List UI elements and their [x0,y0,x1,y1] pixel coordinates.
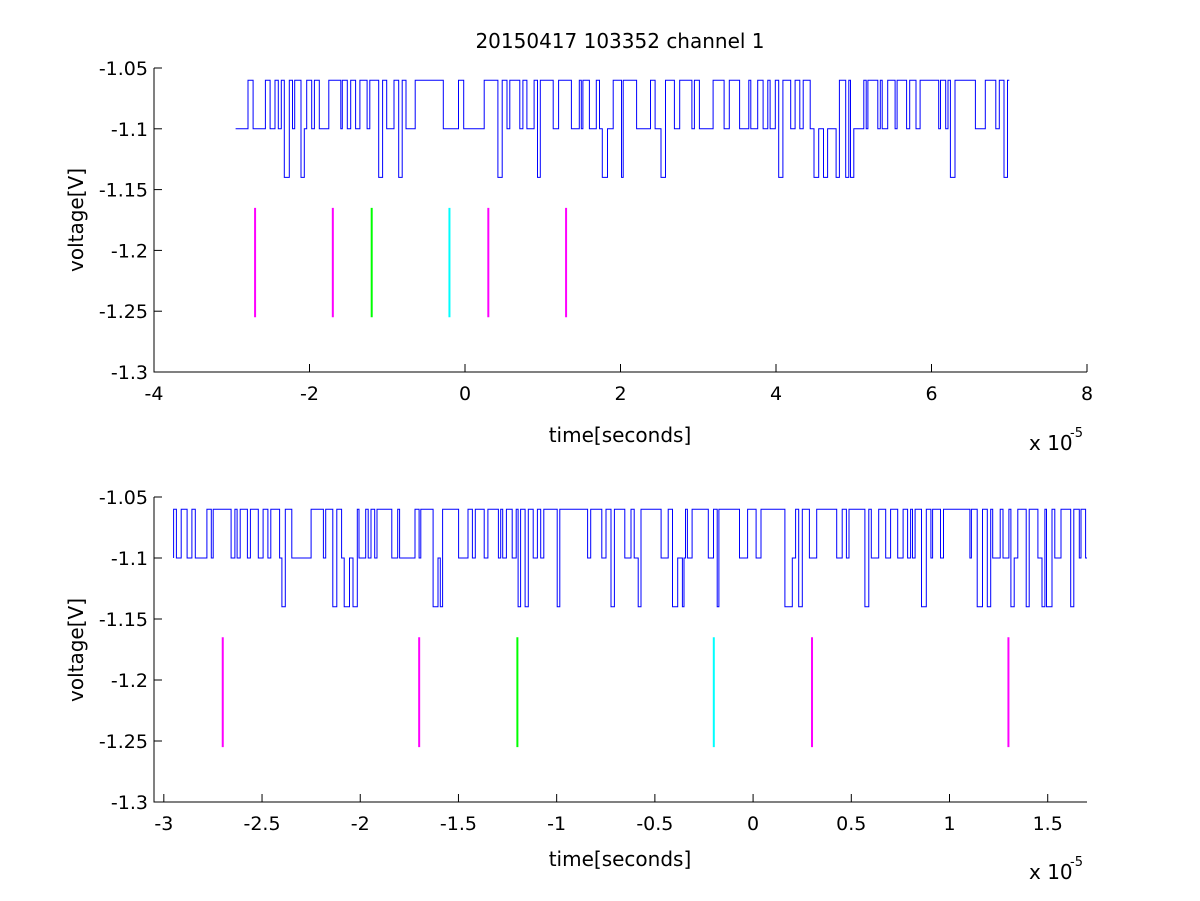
top-x-axis-label: time[seconds] [549,423,692,447]
top-y-tick-label: -1.1 [111,119,148,141]
top-x-multiplier: x 10 [1029,431,1073,455]
top-y-tick-label: -1.2 [111,240,148,262]
bottom-axes: -3 -2.5 -2 -1.5 -1 -0.5 0 0.5 1 1.5 -1.05 -1.1 -1.15… [64,487,1087,884]
bottom-x-tick-label: 1.5 [1033,813,1063,835]
bottom-x-tick-label: -3 [154,813,173,835]
top-y-tick-label: -1.05 [99,58,148,80]
chart-title: 20150417 103352 channel 1 [475,29,764,53]
top-x-tick-label: 0 [459,383,471,405]
top-y-tick-label: -1.15 [99,180,148,202]
top-y-tick-label: -1.25 [99,301,148,323]
bottom-axes-frame [153,497,1087,803]
top-signal-trace [235,79,1010,178]
bottom-x-tick-label: -1 [547,813,566,835]
bottom-x-tick-label: 0.5 [836,813,866,835]
bottom-signal-trace [173,508,1087,608]
bottom-y-tick-label: -1.05 [99,487,148,509]
top-signal-path [235,79,1010,178]
top-x-tick-label: -4 [145,383,164,405]
bottom-y-axis-label: voltage[V] [64,598,88,702]
bottom-y-tick-label: -1.25 [99,731,148,753]
top-x-tick-label: 4 [770,383,782,405]
bottom-y-tick-label: -1.15 [99,609,148,631]
bottom-x-tick-label: -0.5 [636,813,673,835]
top-x-multiplier-exponent: -5 [1070,426,1083,441]
bottom-y-tick-label: -1.1 [111,548,148,570]
bottom-x-axis-label: time[seconds] [549,847,692,871]
bottom-y-tick-label: -1.3 [111,792,148,814]
bottom-x-tick-label: 0 [747,813,759,835]
bottom-signal-path [173,508,1087,608]
top-event-markers [254,207,568,318]
top-axes: 20150417 103352 channel 1 -4 -2 0 2 4 6 8 -1.05… [64,29,1093,455]
bottom-x-tick-label: -1.5 [440,813,477,835]
top-x-tick-label: -2 [300,383,319,405]
top-y-tick-label: -1.3 [111,362,148,384]
bottom-event-markers [221,637,1010,748]
top-y-axis-label: voltage[V] [64,168,88,272]
bottom-x-tick-label: -2 [351,813,370,835]
bottom-x-tick-label: -2.5 [243,813,280,835]
top-x-tick-label: 2 [614,383,626,405]
top-x-tick-label: 8 [1081,383,1093,405]
bottom-x-multiplier-exponent: -5 [1070,855,1083,870]
bottom-y-tick-label: -1.2 [111,670,148,692]
top-x-tick-label: 6 [925,383,937,405]
bottom-x-tick-label: 1 [943,813,955,835]
bottom-axes-ticks: -3 -2.5 -2 -1.5 -1 -0.5 0 0.5 1 1.5 -1.05 -1.1 -1.15… [99,487,1063,835]
bottom-x-multiplier: x 10 [1029,860,1073,884]
top-axes-frame [153,68,1087,373]
top-axes-ticks: -4 -2 0 2 4 6 8 -1.05 -1.1 -1.15 -1.2 -1.25 -1.3 [99,58,1093,405]
